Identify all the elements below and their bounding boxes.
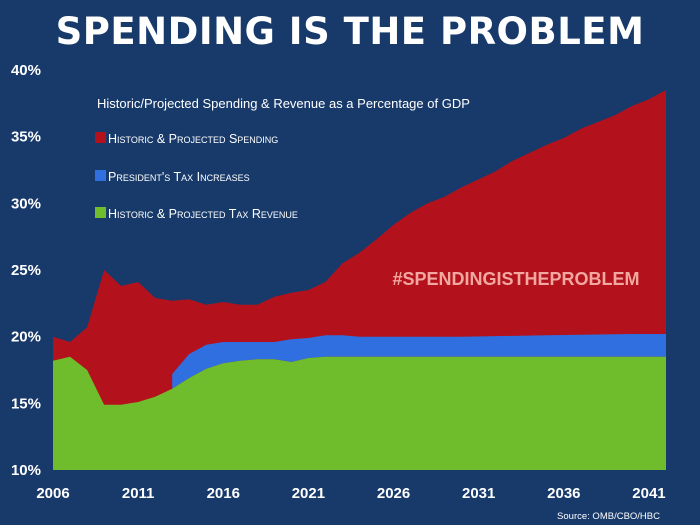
x-tick-label: 2021	[292, 485, 325, 502]
legend-swatch-tax-increases	[95, 170, 106, 181]
source-note: Source: OMB/CBO/HBC	[557, 511, 660, 522]
x-tick-label: 2016	[207, 485, 240, 502]
legend-label-spending: Historic & Projected Spending	[108, 132, 278, 146]
x-tick-label: 2011	[122, 485, 155, 502]
x-axis-ticks: 2006 2011 2016 2021 2026 2031 2036 2041	[36, 485, 665, 502]
y-axis-ticks: 10% 15% 20% 25% 30% 35% 40%	[11, 62, 41, 479]
y-tick-label: 35%	[11, 129, 41, 146]
chart-areas	[53, 90, 666, 470]
legend-label-tax-increases: President's Tax Increases	[108, 170, 250, 184]
series-area-tax-increases	[172, 334, 666, 389]
x-tick-label: 2006	[36, 485, 69, 502]
y-tick-label: 20%	[11, 329, 41, 346]
y-tick-label: 10%	[11, 462, 41, 479]
x-tick-label: 2041	[632, 485, 665, 502]
y-tick-label: 25%	[11, 262, 41, 279]
series-area-revenue	[53, 356, 666, 470]
hashtag-annotation: #SPENDINGISTHEPROBLEM	[392, 269, 639, 289]
x-tick-label: 2036	[547, 485, 580, 502]
legend-swatch-spending	[95, 132, 106, 143]
x-tick-label: 2031	[462, 485, 495, 502]
y-tick-label: 30%	[11, 195, 41, 212]
slide-title: SPENDING IS THE PROBLEM	[55, 10, 645, 53]
chart-subtitle: Historic/Projected Spending & Revenue as…	[97, 96, 470, 111]
y-tick-label: 40%	[11, 62, 41, 79]
legend: Historic & Projected Spending President'…	[95, 132, 298, 221]
legend-swatch-revenue	[95, 207, 106, 218]
x-tick-label: 2026	[377, 485, 410, 502]
legend-label-revenue: Historic & Projected Tax Revenue	[108, 207, 298, 221]
y-tick-label: 15%	[11, 395, 41, 412]
